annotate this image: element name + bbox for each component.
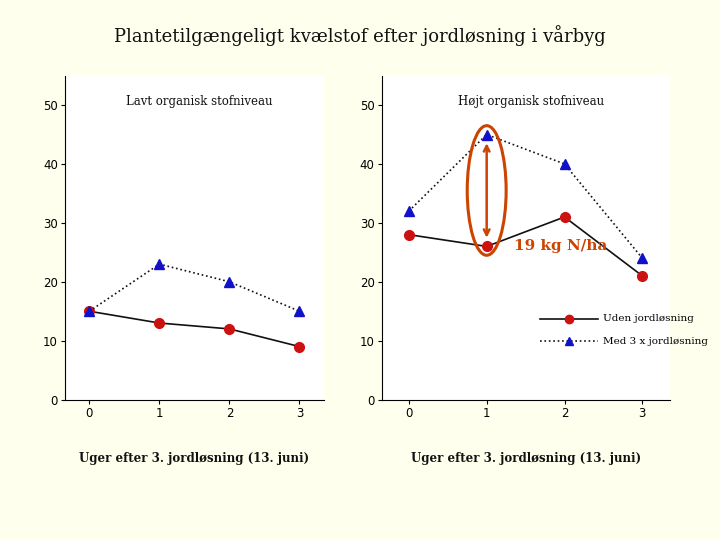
Text: Med 3 x jordløsning: Med 3 x jordløsning — [603, 337, 708, 346]
Text: Lavt organisk stofniveau: Lavt organisk stofniveau — [126, 95, 273, 108]
Text: Uden jordløsning: Uden jordløsning — [603, 314, 694, 323]
Text: Uger efter 3. jordløsning (13. juni): Uger efter 3. jordløsning (13. juni) — [410, 451, 641, 465]
Text: Plantetilgængeligt kvælstof efter jordløsning i vårbyg: Plantetilgængeligt kvælstof efter jordlø… — [114, 25, 606, 45]
Text: Højt organisk stofniveau: Højt organisk stofniveau — [459, 95, 604, 108]
Text: 19 kg N/ha: 19 kg N/ha — [514, 239, 607, 253]
Text: Uger efter 3. jordløsning (13. juni): Uger efter 3. jordløsning (13. juni) — [79, 451, 310, 465]
